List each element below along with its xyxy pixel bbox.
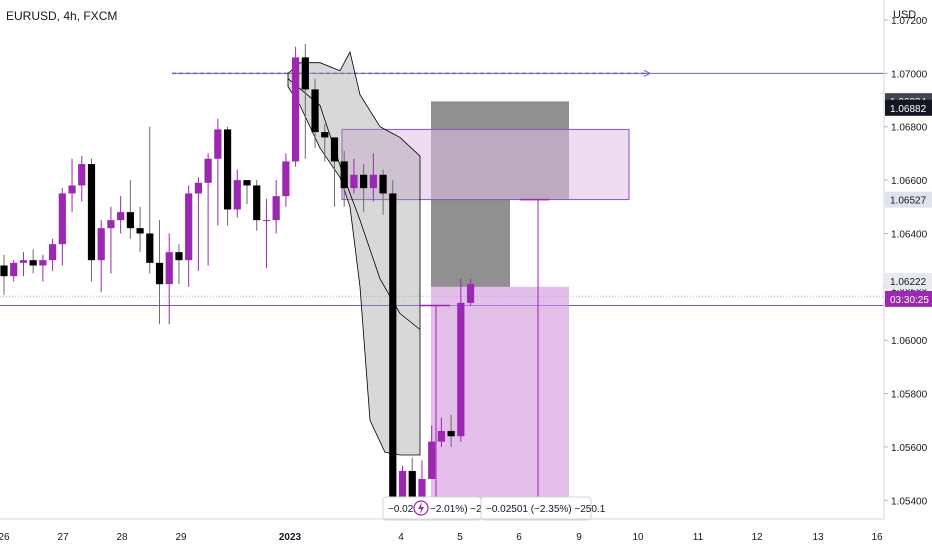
candle-body[interactable] xyxy=(29,260,37,266)
time-label: 6 xyxy=(516,532,522,543)
price-tick-label: 1.06600 xyxy=(891,176,928,187)
time-label: 29 xyxy=(175,532,187,543)
candle-body[interactable] xyxy=(437,430,445,442)
measure-left-percent: −2.01%) −212. xyxy=(430,504,496,515)
candle-body[interactable] xyxy=(360,174,368,189)
candle-body[interactable] xyxy=(223,129,232,210)
candle-body[interactable] xyxy=(49,244,57,261)
price-tick-label: 1.05800 xyxy=(891,390,928,401)
candle-body[interactable] xyxy=(262,220,271,222)
price-badge-zone-text: 1.06527 xyxy=(890,196,927,207)
time-label: 12 xyxy=(751,532,763,543)
resistance-arrowhead-icon xyxy=(643,69,652,77)
candle-body[interactable] xyxy=(87,164,96,261)
price-tick-label: 1.06400 xyxy=(891,229,928,240)
countdown-badge[interactable] xyxy=(885,290,932,307)
candle-body[interactable] xyxy=(292,57,300,162)
price-tick-label: 1.07200 xyxy=(891,16,928,27)
time-label: 13 xyxy=(812,532,824,543)
indicator-cloud xyxy=(287,50,421,456)
price-tick-label: 1.05600 xyxy=(891,443,928,454)
candle-body[interactable] xyxy=(418,478,426,498)
candle-body[interactable] xyxy=(204,158,212,183)
candle-body[interactable] xyxy=(136,228,144,234)
time-label: 2023 xyxy=(279,532,302,543)
candle-body[interactable] xyxy=(10,262,18,277)
time-label: 9 xyxy=(576,532,582,543)
candle-body[interactable] xyxy=(272,196,280,221)
time-label: 11 xyxy=(693,532,704,543)
candle-body[interactable] xyxy=(253,185,261,221)
target-zone[interactable] xyxy=(431,286,569,519)
price-tick-label: 1.05400 xyxy=(891,496,928,507)
countdown-badge-text: 03:30:25 xyxy=(890,295,929,306)
candle-body[interactable] xyxy=(321,132,329,138)
candle-body[interactable] xyxy=(311,89,319,133)
price-badge-zone[interactable] xyxy=(885,191,932,208)
candle-body[interactable] xyxy=(97,228,105,261)
time-label: 10 xyxy=(632,532,644,543)
candle-body[interactable] xyxy=(117,212,125,221)
candle-body[interactable] xyxy=(107,220,115,229)
time-label: 4 xyxy=(398,532,404,543)
candle-body[interactable] xyxy=(350,174,358,189)
candle-body[interactable] xyxy=(428,441,436,479)
lightning-icon xyxy=(418,502,424,514)
time-label: 5 xyxy=(457,532,463,543)
candle-body[interactable] xyxy=(126,212,134,229)
candle-body[interactable] xyxy=(369,174,377,189)
candle-body[interactable] xyxy=(389,193,397,509)
candle-body[interactable] xyxy=(340,161,348,189)
indicator-midline xyxy=(287,78,421,330)
time-label: 26 xyxy=(0,532,10,543)
candle-body[interactable] xyxy=(68,185,76,194)
candle-body[interactable] xyxy=(155,262,164,285)
candles-group xyxy=(0,44,475,511)
candle-body[interactable] xyxy=(58,193,66,245)
price-badge-high-2[interactable] xyxy=(885,99,932,116)
time-label: 16 xyxy=(871,532,883,543)
measure-right-value: −0.02501 (−2.35%) −250.1 xyxy=(486,504,606,515)
candle-body[interactable] xyxy=(19,260,28,263)
candle-body[interactable] xyxy=(282,161,290,197)
candle-body[interactable] xyxy=(185,193,193,261)
currency-label: USD xyxy=(893,9,917,21)
candle-body[interactable] xyxy=(146,233,154,263)
price-badge-high-2-text: 1.06882 xyxy=(890,104,927,115)
price-tick-label: 1.07000 xyxy=(891,69,928,80)
candle-body[interactable] xyxy=(243,180,251,186)
candle-body[interactable] xyxy=(233,180,241,210)
price-tick-label: 1.06000 xyxy=(891,336,928,347)
price-badge-last[interactable] xyxy=(885,272,932,289)
time-label: 28 xyxy=(116,532,128,543)
candle-body[interactable] xyxy=(379,174,387,194)
measure-box-right[interactable] xyxy=(480,496,592,521)
candle-body[interactable] xyxy=(398,470,407,509)
candle-body[interactable] xyxy=(175,252,183,261)
price-tick-label: 1.06800 xyxy=(891,123,928,134)
candle-body[interactable] xyxy=(214,129,222,159)
candle-body[interactable] xyxy=(165,252,173,285)
price-badge-last-text: 1.06222 xyxy=(890,277,927,288)
candle-body[interactable] xyxy=(39,260,47,266)
time-label: 27 xyxy=(57,532,69,543)
candle-body[interactable] xyxy=(0,265,8,277)
candle-body[interactable] xyxy=(408,470,416,498)
candle-body[interactable] xyxy=(301,57,309,90)
candle-body[interactable] xyxy=(330,137,339,162)
measure-left-value: −0.021 xyxy=(388,504,419,515)
candle-body[interactable] xyxy=(466,284,475,303)
candle-body[interactable] xyxy=(194,182,202,194)
candle-body[interactable] xyxy=(457,302,465,437)
candle-body[interactable] xyxy=(447,430,455,437)
candle-body[interactable] xyxy=(78,164,86,186)
supply-zone[interactable] xyxy=(341,128,630,201)
symbol-title[interactable]: EURUSD, 4h, FXCM xyxy=(6,9,118,23)
